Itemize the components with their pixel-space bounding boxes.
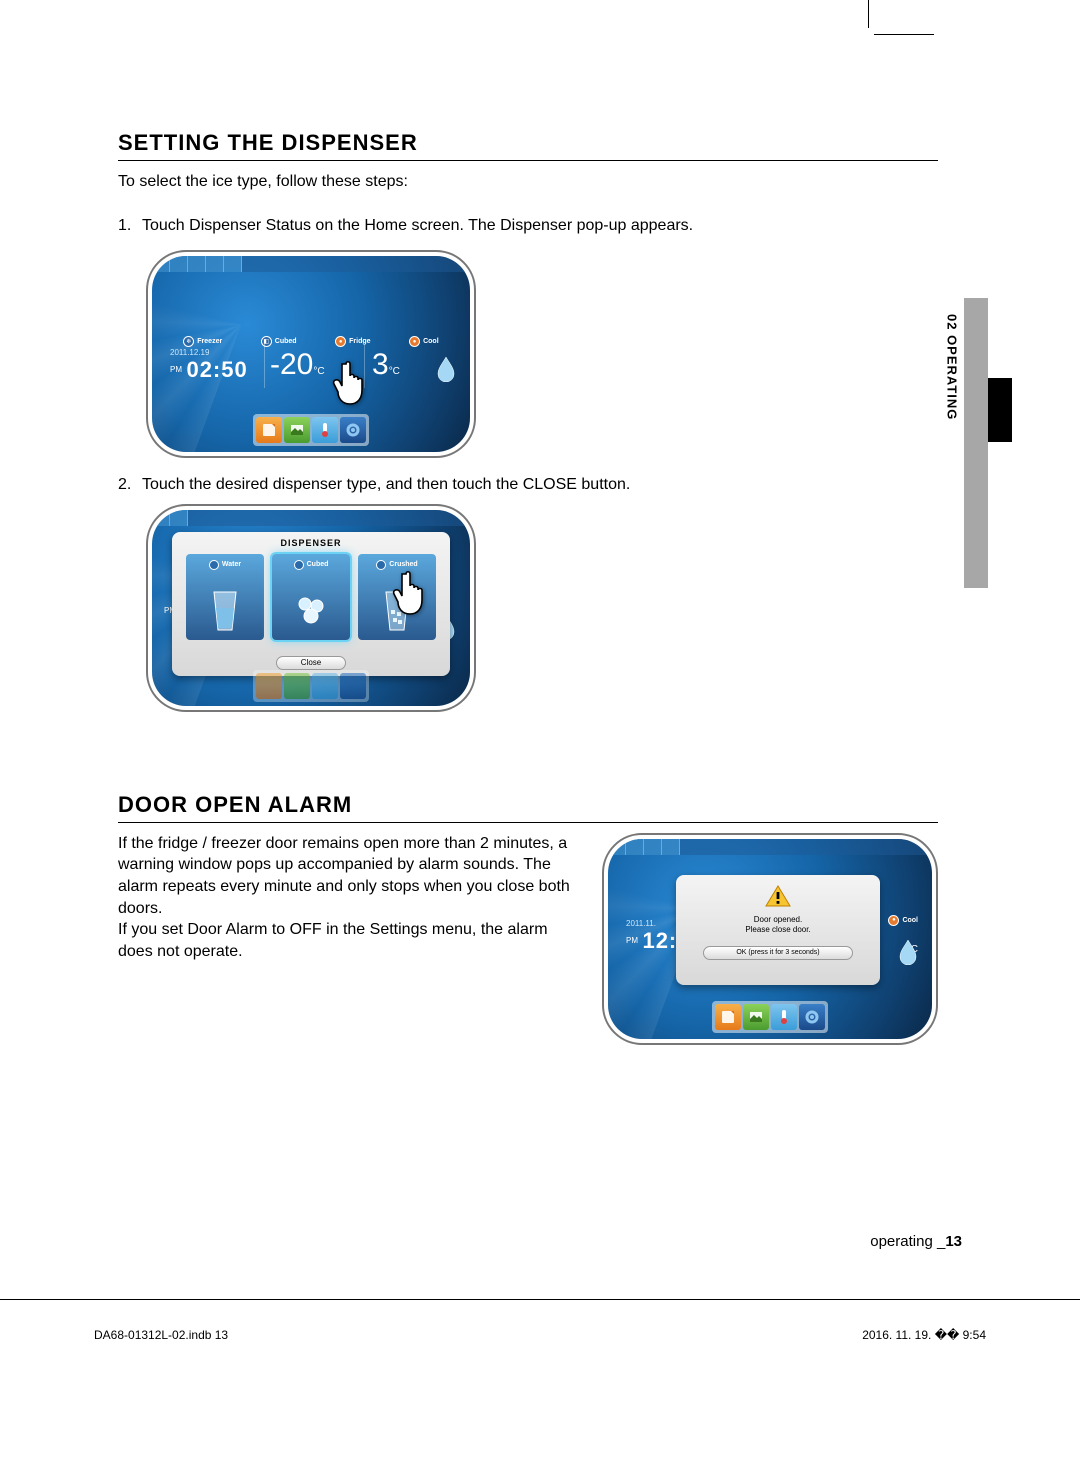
dispenser-popup-figure: PM 0 DISPENSER Water Cubed: [146, 504, 476, 712]
home-ampm: PM: [170, 365, 182, 374]
topbar-icon: [188, 256, 206, 272]
dispenser-intro: To select the ice type, follow these ste…: [118, 171, 938, 193]
dock-memo-icon[interactable]: [256, 417, 282, 443]
topbar-icon: [152, 256, 170, 272]
water-drop-icon: [898, 939, 918, 965]
fridge-temp: 3°C: [372, 348, 400, 382]
dock-memo-icon[interactable]: [715, 1004, 741, 1030]
water-drop-icon: [436, 356, 456, 382]
dock-settings-icon[interactable]: [799, 1004, 825, 1030]
dock-temperature-icon[interactable]: [312, 673, 338, 699]
section-heading-alarm: DOOR OPEN ALARM: [118, 792, 938, 823]
cubed-pill[interactable]: ◧Cubed: [261, 336, 297, 347]
freezer-temp: -20°C: [270, 348, 325, 382]
topbar-icon: [224, 256, 242, 272]
close-button[interactable]: Close: [276, 656, 346, 670]
bottom-dock: [712, 1001, 828, 1033]
fridge-pill[interactable]: ●Fridge: [335, 336, 370, 347]
fig3-ampm: PM: [626, 936, 638, 945]
dock-memo-icon[interactable]: [256, 673, 282, 699]
step1-text: Touch Dispenser Status on the Home scree…: [142, 215, 938, 237]
dock-photos-icon[interactable]: [284, 673, 310, 699]
home-time: 02:50: [186, 357, 247, 383]
dock-settings-icon[interactable]: [340, 417, 366, 443]
alarm-paragraph-1: If the fridge / freezer door remains ope…: [118, 833, 586, 919]
chapter-tab-label: 02 OPERATING: [945, 314, 960, 420]
footer-file: DA68-01312L-02.indb 13: [94, 1328, 228, 1342]
topbar-icon: [206, 256, 224, 272]
step2-text: Touch the desired dispenser type, and th…: [142, 474, 938, 496]
dock-temperature-icon[interactable]: [312, 417, 338, 443]
cubed-option[interactable]: Cubed: [272, 554, 350, 640]
bottom-dock: [253, 670, 369, 702]
freezer-pill[interactable]: ❄Freezer: [183, 336, 222, 347]
alarm-popup: Door opened. Please close door. OK (pres…: [676, 875, 880, 985]
step2-number: 2.: [118, 474, 142, 496]
water-option[interactable]: Water: [186, 554, 264, 640]
hand-cursor-icon: [390, 568, 434, 618]
cool-pill[interactable]: ●Cool: [409, 336, 439, 347]
section-heading-dispenser: SETTING THE DISPENSER: [118, 130, 938, 161]
topbar-icon: [170, 256, 188, 272]
ok-button[interactable]: OK (press it for 3 seconds): [703, 946, 853, 960]
page-label: operating _13: [870, 1233, 962, 1250]
alarm-line2: Please close door.: [745, 925, 810, 935]
dock-photos-icon[interactable]: [743, 1004, 769, 1030]
footer-date: 2016. 11. 19. �� 9:54: [862, 1328, 986, 1342]
warning-icon: [765, 885, 791, 907]
home-screen-figure: ❄Freezer ◧Cubed ●Fridge ●Cool 2011.12.19…: [146, 250, 476, 458]
popup-title: DISPENSER: [172, 532, 450, 554]
dock-settings-icon[interactable]: [340, 673, 366, 699]
dock-photos-icon[interactable]: [284, 417, 310, 443]
chapter-tab: 02 OPERATING: [940, 298, 964, 738]
fig3-cool-label: Cool: [902, 917, 918, 924]
door-alarm-figure: 2011.11. PM 12:2 ●Cool °C: [602, 833, 938, 1045]
alarm-paragraph-2: If you set Door Alarm to OFF in the Sett…: [118, 919, 586, 962]
alarm-line1: Door opened.: [745, 915, 810, 925]
dock-temperature-icon[interactable]: [771, 1004, 797, 1030]
home-date: 2011.12.19: [170, 348, 248, 357]
step1-number: 1.: [118, 215, 142, 237]
hand-cursor-icon: [330, 358, 374, 408]
bottom-dock: [253, 414, 369, 446]
